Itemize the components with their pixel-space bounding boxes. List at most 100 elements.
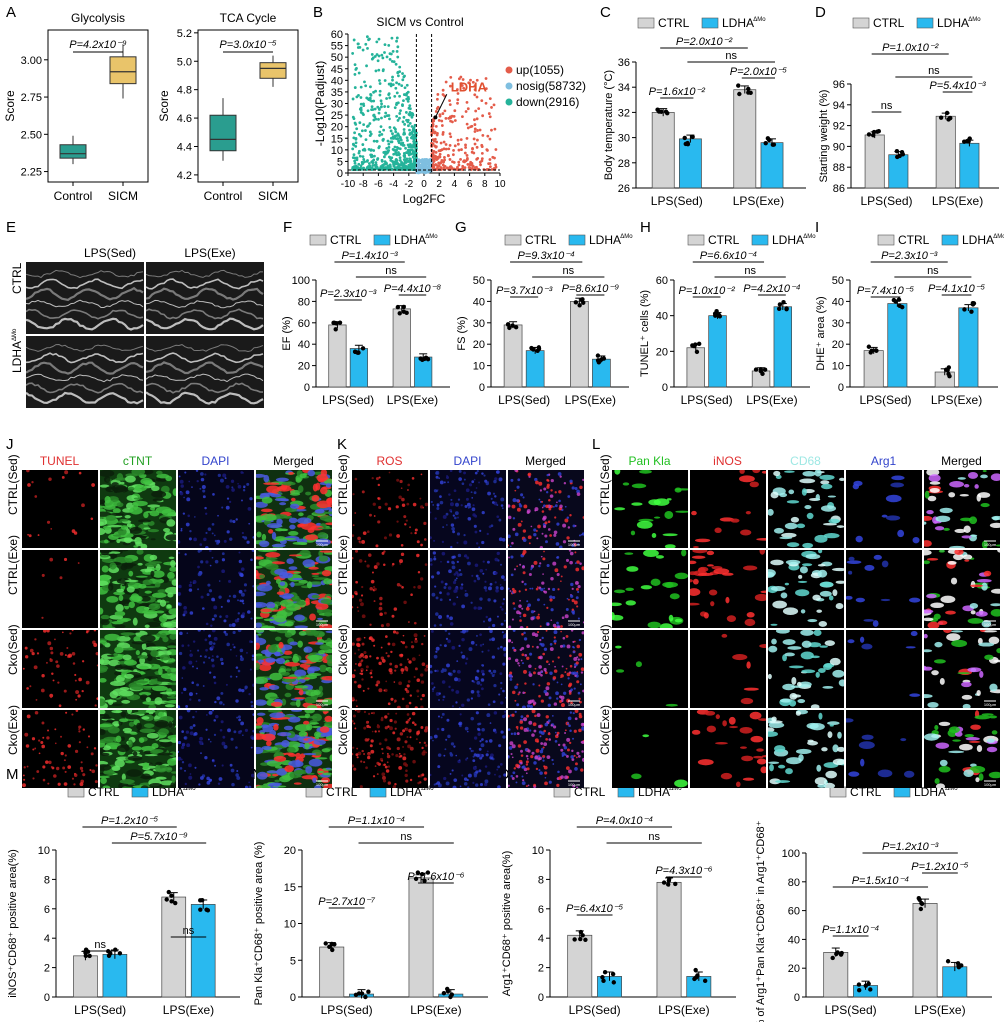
signal-dot (433, 539, 436, 542)
up-point (437, 155, 441, 159)
echo-wall (146, 317, 264, 331)
signal-dot (485, 615, 488, 619)
group-label: LPS(Exe) (932, 194, 983, 208)
signal-blob (151, 592, 167, 598)
signal-dot (408, 730, 411, 733)
signal-dot (548, 663, 551, 666)
down-point (393, 106, 397, 110)
k-col-merged: Merged (525, 454, 566, 468)
signal-dot (204, 473, 207, 476)
signal-blob (120, 736, 125, 742)
nosig-point (417, 171, 420, 175)
data-point (413, 876, 419, 882)
signal-dot (414, 531, 417, 535)
signal-dot (560, 674, 564, 678)
signal-blob (157, 752, 174, 756)
signal-dot (356, 606, 359, 609)
signal-dot (65, 711, 68, 714)
down-point (368, 134, 372, 138)
signal-dot (543, 689, 548, 694)
signal-dot (538, 481, 543, 486)
scale-bar-label: 100μm (568, 542, 581, 547)
signal-dot (581, 631, 584, 635)
signal-dot (576, 492, 581, 496)
signal-dot (526, 656, 530, 660)
signal-dot (543, 525, 547, 529)
y-tick-label: 88 (833, 162, 845, 174)
up-point (465, 136, 469, 140)
signal-dot (553, 702, 558, 706)
y-tick-label: 28 (618, 158, 630, 170)
signal-dot (466, 698, 470, 702)
signal-dot (400, 544, 404, 547)
signal-dot (432, 504, 435, 506)
signal-blob (158, 728, 169, 736)
up-point (443, 109, 447, 113)
signal-dot (231, 488, 235, 492)
signal-dot (199, 487, 202, 490)
up-point (456, 142, 460, 146)
signal-dot (45, 760, 49, 764)
signal-dot (578, 534, 581, 537)
up-point (473, 142, 477, 146)
data-point (401, 304, 406, 310)
signal-blob (308, 566, 319, 570)
signal-dot (56, 664, 60, 668)
signal-dot (75, 690, 80, 694)
y-tick-label: 10 (331, 145, 343, 157)
signal-blob (165, 586, 176, 595)
legend-ctrl-swatch (877, 234, 895, 246)
signal-dot (576, 656, 579, 659)
data-point (868, 350, 873, 355)
signal-blob (305, 766, 313, 774)
signal-dot (195, 692, 198, 695)
down-point (412, 158, 416, 161)
signal-dot (354, 727, 357, 730)
signal-dot (356, 747, 359, 750)
signal-blob (138, 583, 147, 589)
echo-wall (26, 286, 144, 302)
signal-dot (457, 677, 461, 682)
up-point (464, 110, 468, 113)
signal-dot (399, 754, 403, 758)
signal-dot (434, 517, 437, 520)
micrograph-signal: 100μm (508, 630, 584, 708)
signal-dot (454, 578, 457, 582)
signal-dot (383, 550, 386, 553)
signal-dot (357, 536, 361, 541)
signal-dot (569, 551, 574, 556)
signal-dot (53, 774, 57, 778)
signal-blob (160, 632, 167, 639)
signal-dot (360, 653, 364, 657)
signal-dot (411, 721, 415, 725)
signal-dot (73, 531, 78, 535)
signal-blob (283, 650, 293, 655)
signal-dot (522, 571, 526, 575)
signal-dot (447, 481, 450, 484)
signal-dot (530, 610, 535, 614)
signal-dot (452, 514, 455, 517)
down-point (368, 96, 372, 100)
down-point (387, 142, 391, 146)
signal-dot (391, 562, 395, 566)
up-point (456, 98, 460, 102)
signal-dot (181, 677, 184, 679)
down-point (394, 127, 397, 131)
down-point (408, 111, 412, 114)
data-point (577, 303, 582, 308)
signal-dot (503, 578, 506, 582)
signal-dot (240, 567, 245, 571)
signal-dot (493, 673, 496, 676)
signal-blob (100, 775, 110, 779)
signal-blob (321, 777, 330, 784)
signal-blob (256, 603, 263, 607)
group-label: LPS(Exe) (914, 1003, 965, 1017)
signal-dot (555, 542, 560, 546)
signal-dot (370, 739, 374, 743)
signal-dot (423, 741, 427, 745)
data-point (938, 115, 944, 120)
signal-blob (167, 758, 176, 766)
down-point (413, 163, 417, 167)
down-point (393, 94, 397, 98)
up-point (465, 101, 469, 104)
